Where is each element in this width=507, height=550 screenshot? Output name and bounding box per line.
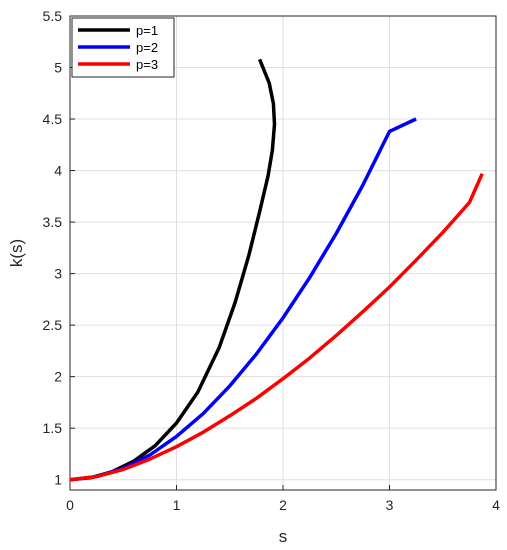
y-tick-label: 5 (54, 60, 62, 76)
y-tick-label: 3.5 (43, 214, 63, 230)
y-tick-label: 1 (54, 472, 62, 488)
series-line-3 (69, 172, 484, 482)
y-tick-labels: 1 1.5 2 2.5 3 3.5 4 4.5 5 5.5 (43, 8, 63, 488)
y-tick-label: 5.5 (43, 8, 63, 24)
series-line-1 (69, 58, 277, 482)
plot-frame (69, 15, 497, 491)
series-line-2 (69, 117, 417, 482)
legend: p=1 p=2 p=3 (71, 17, 175, 78)
x-tick-labels: 0 1 2 3 4 (66, 497, 500, 513)
x-tick-label: 1 (173, 497, 181, 513)
y-tick-label: 4.5 (43, 111, 63, 127)
y-tick-label: 2 (54, 369, 62, 385)
y-axis-label: k(s) (7, 239, 26, 267)
y-tick-label: 1.5 (43, 420, 63, 436)
grid-lines (69, 15, 497, 490)
y-tick-label: 3 (54, 266, 62, 282)
x-tick-label: 3 (386, 497, 394, 513)
x-axis-label: s (279, 527, 288, 546)
x-tick-label: 2 (279, 497, 287, 513)
x-tick-label: 0 (66, 497, 74, 513)
legend-label: p=3 (136, 57, 158, 72)
series-lines (69, 58, 484, 482)
y-tick-label: 4 (54, 163, 62, 179)
x-tick-label: 4 (492, 497, 500, 513)
legend-label: p=2 (136, 40, 158, 55)
y-tick-label: 2.5 (43, 317, 63, 333)
legend-label: p=1 (136, 23, 158, 38)
